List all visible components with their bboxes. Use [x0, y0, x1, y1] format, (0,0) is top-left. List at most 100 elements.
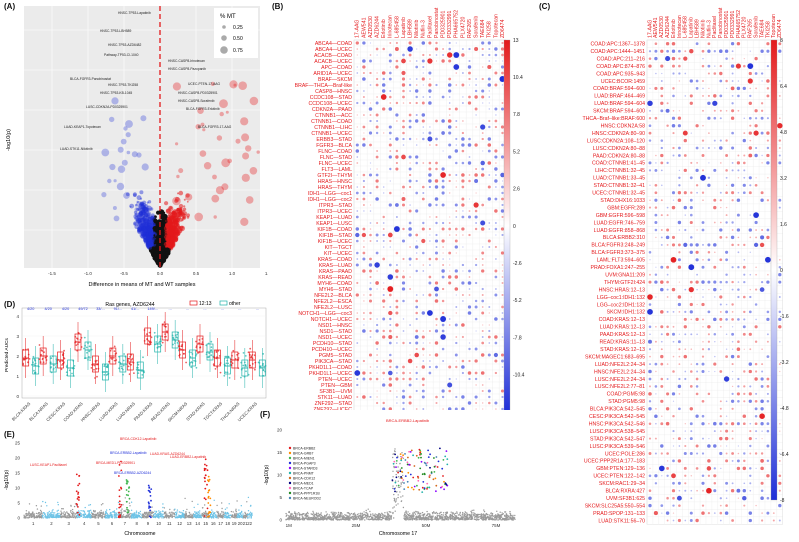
- count-label: 4/20: [27, 307, 34, 311]
- column-label: Paclitaxel: [427, 16, 433, 38]
- row-label: READ:KRAS:11–13: [600, 340, 646, 346]
- row-label: LGG–coc2:IDH1:132: [597, 302, 645, 308]
- row-label: GBM:EGFR:289: [607, 205, 645, 211]
- column-label: AZD6244: [374, 16, 380, 38]
- count-label: 33/...: [96, 307, 104, 311]
- count-label: 149/...: [147, 307, 158, 311]
- row-label: SKCM:SLC25A5:550–554: [585, 503, 645, 509]
- row-label: SKCM:IDH1:132: [607, 310, 645, 316]
- column-label: TKI258: [487, 21, 493, 38]
- panel-d: (D) Ras genes, AZD6244 12:13 other Predi…: [0, 300, 268, 430]
- row-label: COAD:APC:211–216: [597, 56, 645, 62]
- row-label: COAD:KRAS:12–13: [599, 317, 646, 323]
- legend-item: BRCA-MED1: [293, 481, 314, 485]
- volcano-annotation: HNSC-CASP8-Irinotecan: [168, 59, 205, 63]
- count-label: 91/...: [114, 307, 122, 311]
- manhattan-xlabel: Chromosome: [124, 531, 155, 537]
- colorbar-tick: -6.4: [780, 452, 789, 458]
- count-label: ...: [203, 307, 206, 311]
- row-label: GBM:EGFR:596–598: [596, 213, 645, 219]
- y-tick-label: 5: [17, 501, 20, 506]
- colorbar-tick: -2.6: [513, 261, 522, 267]
- row-label: STAD:DHX16:1033: [600, 198, 645, 204]
- row-label: UCEC:BCOR:1459: [601, 79, 645, 85]
- column-label: Nutlin-3: [421, 20, 427, 38]
- panel-label-d: (D): [4, 300, 15, 309]
- boxplot: Ras genes, AZD6244 12:13 other Predicted…: [0, 300, 268, 430]
- panel-label-f: (F): [260, 410, 270, 419]
- chr17-xlabel: Chromosome 17: [379, 531, 417, 537]
- colorbar-tick: 1.6: [780, 222, 787, 228]
- legend-item: BRCA-TCAP: [293, 486, 314, 490]
- row-label: SKCM:BRAF:594–600: [593, 109, 645, 115]
- chromosome-label: 1: [32, 521, 35, 526]
- volcano-annotation: UCEC-PTEN-17-AAG: [188, 82, 220, 86]
- volcano-annotation: HNSC-CASP8-Pazopanib: [168, 67, 206, 71]
- count-label: ...: [238, 307, 241, 311]
- peak-annotation: BRCA-MED1-PD0325901: [96, 461, 135, 465]
- column-label: Topotecan: [493, 14, 499, 38]
- legend-item: BRCA-PPP1R1B: [293, 491, 320, 495]
- chromosome-label: 15: [203, 521, 208, 526]
- column-label: PHA665752: [454, 10, 460, 38]
- chromosome-label: 7: [124, 521, 127, 526]
- row-label: ZNF292—UCEC: [313, 407, 352, 410]
- legend-item: 0.75: [233, 48, 243, 54]
- row-label: LUSC:CDKN2A:80–88: [593, 146, 645, 152]
- row-label: UCEC:PTEN:122–142: [593, 474, 645, 480]
- panel-label-b: (B): [272, 2, 283, 11]
- legend-item: BRCA-STARD3: [293, 466, 317, 470]
- legend-item: BRCA-NEUROD2: [293, 496, 321, 500]
- colorbar-tick: 4.8: [780, 130, 787, 136]
- volcano-xlabel: Difference in means of MT and WT samples: [89, 282, 196, 288]
- volcano-annotation: HNSC-TP53-KB-1045: [100, 91, 132, 95]
- chromosome-label: 13: [187, 521, 192, 526]
- row-label: PAAD:CDKN2A:80–88: [593, 153, 645, 159]
- column-label: AZD0530: [368, 16, 374, 38]
- volcano-annotation: HNSC-TP53-AZD6482: [108, 43, 142, 47]
- y-tick-label: 20: [277, 428, 283, 433]
- legend-item: BRCA-CDK12: [293, 476, 315, 480]
- volcano-ylabel: -log10(p): [6, 129, 12, 151]
- chromosome-label: 19: [232, 521, 237, 526]
- colorbar-tick: -8: [780, 498, 785, 504]
- y-tick-label: 4: [16, 314, 19, 319]
- chromosome-label: 11: [167, 521, 172, 526]
- chromosome-label: 14: [195, 521, 200, 526]
- peak-annotation: BRCA-CDK12-Lapatinib: [120, 437, 156, 441]
- colorbar-tick: 0: [780, 268, 783, 274]
- row-label: COAD:BRAF:594–600: [593, 86, 645, 92]
- y-tick-label: 15: [15, 471, 21, 476]
- colorbar-tick: 0: [513, 224, 516, 230]
- row-label: LUAD:BRAF:464–469: [594, 94, 645, 100]
- row-label: COAD:APC:1367–1378: [590, 42, 645, 48]
- column-label: L-685458: [394, 16, 400, 38]
- x-tick-label: 50M: [422, 523, 431, 528]
- column-label: Nilotinib: [414, 19, 420, 38]
- chromosome-label: 6: [111, 521, 114, 526]
- row-label: COAD:CTNNB1:41–45: [592, 161, 645, 167]
- column-label: LBH589: [407, 19, 413, 38]
- peak-annotation: BRCA-ERBB2-Lapatinib: [110, 451, 147, 455]
- row-label: STAD:PGM5:98: [608, 399, 645, 405]
- chromosome-label: 4: [83, 521, 86, 526]
- row-label: BLCA:FGFR3:248–249: [591, 243, 645, 249]
- colorbar: [771, 40, 777, 500]
- legend-item: BRCA-PGAP3: [293, 461, 316, 465]
- y-tick-label: 15: [277, 450, 283, 455]
- y-tick-label: 20: [15, 456, 21, 461]
- row-label: PRAD:FOXA1:247–255: [591, 265, 646, 271]
- row-label: COAD:PGM5:98: [607, 392, 645, 398]
- row-label: LUSC:CDKN2A:108–120: [587, 138, 645, 144]
- chromosome-label: 18: [225, 521, 230, 526]
- count-label: 4/20: [62, 307, 69, 311]
- y-tick-label: 3: [16, 334, 19, 339]
- panel-label-c: (C): [539, 2, 550, 11]
- row-label: COAD:APC:1444–1451: [590, 49, 645, 55]
- column-label: Lapatinib: [401, 17, 407, 38]
- count-label: ...: [256, 307, 259, 311]
- colorbar-tick: 7.8: [513, 112, 520, 118]
